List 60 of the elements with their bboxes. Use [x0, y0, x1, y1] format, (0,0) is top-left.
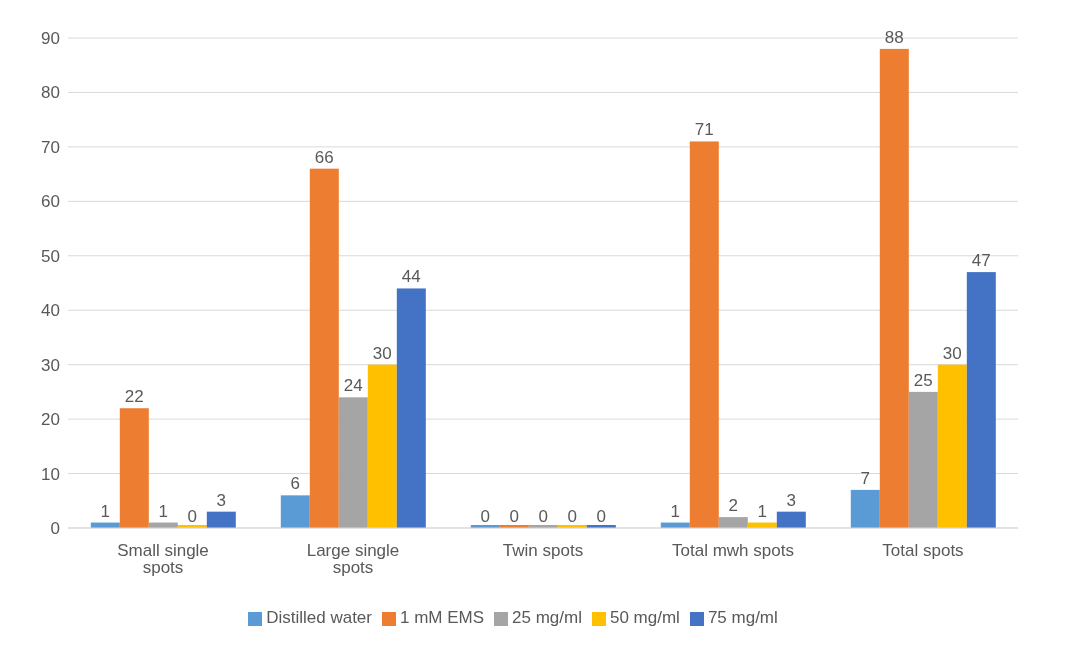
- bar: [119, 408, 149, 528]
- bar: [908, 391, 938, 528]
- data-label: 1: [158, 501, 169, 521]
- y-tick-label: 50: [41, 246, 60, 266]
- data-label: 30: [372, 343, 392, 363]
- y-tick-label: 20: [41, 410, 60, 430]
- bar: [338, 397, 368, 528]
- legend-label: 50 mg/ml: [609, 608, 680, 627]
- bar: [718, 517, 748, 528]
- data-label: 0: [567, 507, 578, 526]
- bar: [309, 168, 339, 528]
- data-label: 0: [187, 507, 198, 526]
- y-tick-label: 80: [41, 83, 60, 103]
- y-tick-label: 30: [41, 355, 60, 375]
- data-label: 0: [509, 507, 520, 526]
- data-label: 47: [971, 251, 991, 271]
- data-label: 1: [100, 501, 111, 521]
- data-label: 22: [124, 387, 144, 407]
- bar: [937, 364, 967, 528]
- bar: [367, 364, 397, 528]
- bar: [689, 141, 719, 528]
- data-label: 0: [596, 507, 607, 526]
- y-tick-label: 10: [41, 464, 60, 484]
- data-label: 1: [757, 501, 768, 521]
- data-label: 25: [913, 370, 933, 390]
- y-tick-label: 0: [50, 519, 60, 539]
- data-label: 66: [314, 147, 334, 167]
- y-tick-label: 40: [41, 301, 60, 321]
- data-label: 3: [216, 490, 227, 510]
- x-tick-label: Total mwh spots: [672, 541, 794, 561]
- data-label: 0: [480, 507, 491, 526]
- x-tick-label: Total spots: [882, 541, 964, 561]
- data-label: 3: [786, 490, 797, 510]
- bar: [850, 489, 880, 528]
- legend-label: Distilled water: [266, 608, 372, 627]
- data-label: 1: [670, 501, 681, 521]
- bar: [280, 495, 310, 528]
- data-label: 0: [538, 507, 549, 526]
- x-tick-label: Small single spots: [117, 541, 209, 578]
- data-label: 7: [860, 468, 871, 488]
- data-label: 24: [343, 376, 363, 396]
- y-tick-label: 90: [41, 29, 60, 49]
- bar: [396, 288, 426, 528]
- bar: [966, 272, 996, 528]
- bar: [206, 511, 236, 528]
- data-label: 44: [401, 267, 421, 287]
- data-label: 6: [290, 474, 301, 494]
- y-tick-label: 60: [41, 192, 60, 212]
- legend-label: 25 mg/ml: [512, 608, 582, 627]
- x-tick-label: Large single spots: [306, 541, 400, 578]
- bar: [879, 48, 909, 528]
- x-tick-label: Twin spots: [502, 541, 584, 561]
- legend-label: 1 mM EMS: [399, 608, 485, 627]
- data-label: 88: [884, 27, 904, 47]
- y-tick-label: 70: [41, 137, 60, 157]
- data-label: 71: [694, 120, 714, 140]
- legend-label: 75 mg/ml: [707, 608, 778, 627]
- data-label: 2: [728, 496, 739, 516]
- data-label: 30: [942, 343, 962, 363]
- bar: [776, 511, 806, 528]
